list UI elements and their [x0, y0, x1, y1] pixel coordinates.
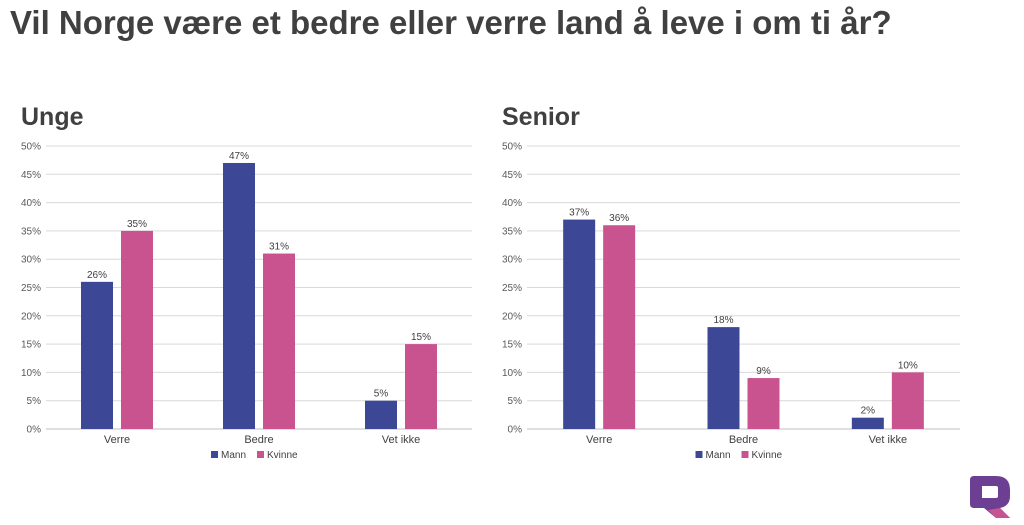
- chart-0-ytick-label: 50%: [21, 142, 41, 153]
- logo-shape: [970, 476, 1010, 518]
- chart-1-data-label: 10%: [898, 360, 918, 371]
- chart-0-ytick-label: 10%: [21, 368, 41, 379]
- chart-1-bar-kvinne-1: [747, 378, 780, 429]
- chart-0-data-label: 26%: [87, 270, 107, 281]
- chart-0-bar-kvinne-1: [263, 253, 295, 429]
- chart-0-category-label: Bedre: [244, 434, 273, 446]
- chart-0-data-label: 47%: [229, 151, 249, 162]
- chart-0-ytick-label: 45%: [21, 170, 41, 181]
- chart-1-ytick-label: 50%: [502, 142, 522, 153]
- chart-1-category-label: Verre: [586, 434, 612, 446]
- chart-0-ytick-label: 5%: [27, 396, 42, 407]
- chart-0-legend-label-mann: Mann: [221, 450, 246, 461]
- chart-1-ytick-label: 15%: [502, 340, 522, 351]
- chart-1-category-label: Bedre: [729, 434, 758, 446]
- chart-1-category-label: Vet ikke: [869, 434, 908, 446]
- chart-1-data-label: 36%: [609, 213, 629, 224]
- chart-1-legend-swatch-mann: [695, 451, 703, 458]
- chart-1-ytick-label: 45%: [502, 170, 522, 181]
- logo-icon: [970, 476, 1010, 518]
- chart-unge: 0% 5% 10% 15% 20% 25% 30% 35% 40% 45% 50% 26% 35% Ver…: [21, 142, 472, 461]
- chart-senior: 0% 5% 10% 15% 20% 25% 30% 35% 40% 45% 50% 37% 36% Ver…: [502, 142, 960, 461]
- chart-1-ytick-label: 20%: [502, 311, 522, 322]
- chart-1-bar-kvinne-2: [891, 372, 924, 429]
- chart-0-category-label: Vet ikke: [382, 434, 421, 446]
- chart-0-legend-label-kvinne: Kvinne: [267, 450, 298, 461]
- chart-1-bar-mann-2: [851, 417, 884, 429]
- chart-0-legend-swatch-kvinne: [257, 451, 264, 458]
- chart-title-unge: Unge: [21, 103, 84, 131]
- chart-1-ytick-label: 35%: [502, 226, 522, 237]
- logo-accent: [988, 508, 1010, 518]
- chart-0-bar-mann-1: [223, 162, 255, 430]
- chart-1-legend-label-kvinne: Kvinne: [752, 450, 783, 461]
- chart-1-ytick-label: 10%: [502, 368, 522, 379]
- chart-1-bar-mann-0: [563, 219, 596, 429]
- chart-0-data-label: 5%: [374, 389, 389, 400]
- chart-0-ytick-label: 20%: [21, 311, 41, 322]
- chart-1-bar-mann-1: [707, 327, 740, 429]
- chart-1-bar-kvinne-0: [603, 225, 636, 429]
- chart-1-ytick-label: 40%: [502, 198, 522, 209]
- chart-0-ytick-label: 30%: [21, 255, 41, 266]
- chart-0-bar-kvinne-0: [121, 230, 153, 429]
- chart-1-ytick-label: 5%: [508, 396, 523, 407]
- chart-1-legend-label-mann: Mann: [706, 450, 731, 461]
- chart-1-ytick-label: 30%: [502, 255, 522, 266]
- page-title: Vil Norge være et bedre eller verre land…: [10, 4, 892, 41]
- chart-1-legend-swatch-kvinne: [741, 451, 749, 458]
- chart-0-data-label: 35%: [127, 219, 147, 230]
- chart-1-data-label: 9%: [756, 366, 771, 377]
- chart-0-ytick-label: 15%: [21, 340, 41, 351]
- chart-0-ytick-label: 25%: [21, 283, 41, 294]
- chart-1-data-label: 18%: [713, 315, 733, 326]
- chart-0-ytick-label: 40%: [21, 198, 41, 209]
- chart-1-data-label: 2%: [861, 406, 876, 417]
- chart-0-bar-mann-2: [365, 400, 397, 429]
- chart-0-data-label: 31%: [269, 242, 289, 253]
- chart-1-ytick-label: 0%: [508, 425, 523, 436]
- chart-0-bar-kvinne-2: [405, 344, 437, 429]
- chart-1-ytick-label: 25%: [502, 283, 522, 294]
- chart-0-category-label: Verre: [104, 434, 130, 446]
- chart-0-data-label: 15%: [411, 332, 431, 343]
- chart-0-bar-mann-0: [81, 281, 113, 429]
- chart-0-ytick-label: 35%: [21, 226, 41, 237]
- chart-0-legend-swatch-mann: [211, 451, 218, 458]
- chart-0-ytick-label: 0%: [27, 425, 42, 436]
- chart-title-senior: Senior: [502, 103, 580, 131]
- chart-1-data-label: 37%: [569, 208, 589, 219]
